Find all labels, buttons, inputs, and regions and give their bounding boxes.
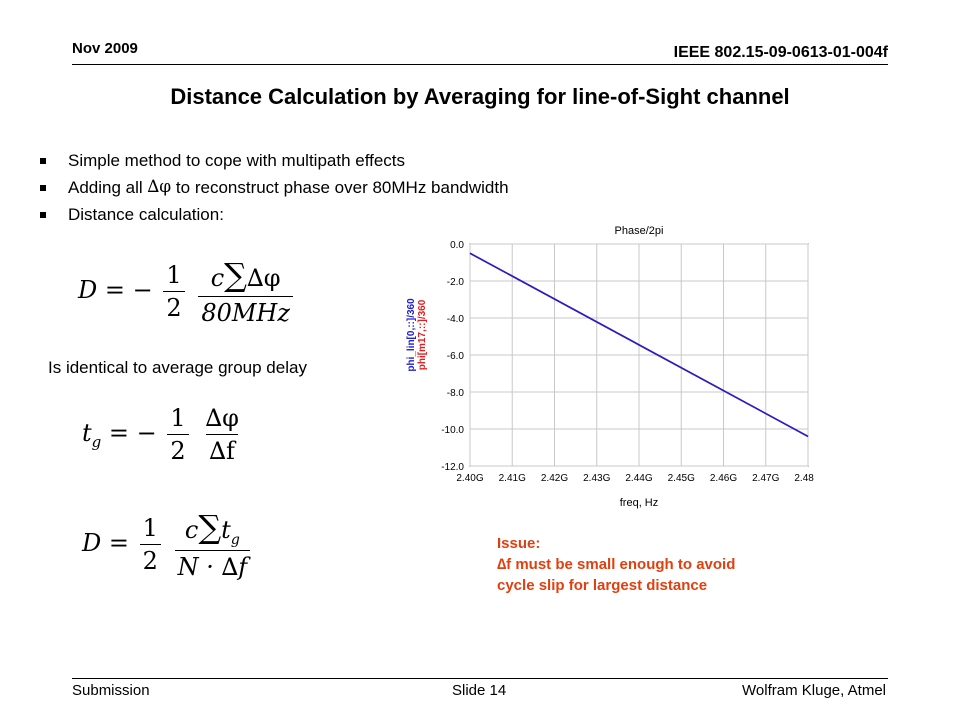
bullet-item: Simple method to cope with multipath eff… (40, 147, 509, 174)
footer-submission: Submission (72, 682, 150, 699)
header-rule (72, 64, 888, 65)
footer-slide-number: Slide 14 (452, 682, 507, 699)
eq-fraction: c∑tg N · ∆f (174, 508, 251, 581)
x-axis-label: freq, Hz (620, 497, 659, 509)
issue-callout: Issue: ∆f must be small enough to avoid … (497, 533, 735, 596)
y-tick-label: -4.0 (447, 314, 465, 325)
x-tick-label: 2.44G (625, 473, 652, 484)
header-document-id: IEEE 802.15-09-0613-01-004f (673, 44, 888, 61)
delta-phi-symbol: ∆φ (147, 177, 172, 197)
equation-group-delay: tg = − 1 2 ∆φ ∆f (82, 404, 245, 465)
y-axis-label: phi[m17,::]/360 (417, 299, 428, 370)
x-tick-label: 2.40G (456, 473, 483, 484)
eq-lhs: t (82, 419, 92, 447)
eq-equals: = (108, 528, 129, 557)
bullet-text: Distance calculation: (68, 205, 224, 224)
eq-equals: = − (108, 419, 157, 447)
y-tick-label: -10.0 (441, 425, 464, 436)
issue-heading: Issue: (497, 535, 541, 552)
chart-title: Phase/2pi (615, 225, 664, 237)
footer-author: Wolfram Kluge, Atmel (742, 682, 886, 699)
bullet-item: Distance calculation: (40, 201, 509, 228)
eq-fraction: c∑∆φ 80MHz (198, 256, 293, 327)
x-tick-label: 2.46G (710, 473, 737, 484)
eq-coefficient: 1 2 (139, 514, 161, 575)
issue-line: cycle slip for largest distance (497, 577, 708, 594)
eq-coefficient: 1 2 (167, 404, 189, 465)
bullet-item: Adding all ∆φ to reconstruct phase over … (40, 174, 509, 201)
y-tick-label: -8.0 (447, 388, 465, 399)
bullet-text: Adding all (68, 178, 143, 197)
footer-rule (72, 678, 888, 679)
bullet-text: to reconstruct phase over 80MHz bandwidt… (175, 178, 509, 197)
y-tick-label: -6.0 (447, 351, 465, 362)
x-tick-label: 2.48G (794, 473, 814, 484)
y-tick-label: -2.0 (447, 277, 465, 288)
y-axis-label: phi_lin[0,::]/360 (406, 298, 417, 372)
bullet-square-icon (40, 157, 46, 164)
issue-line: ∆f must be small enough to avoid (497, 556, 736, 573)
phase-chart: 0.0 -2.0 -4.0 -6.0 -8.0 -10.0 -12.02.40G 2.41G 2… (406, 225, 814, 509)
slide-title: Distance Calculation by Averaging for li… (170, 84, 790, 109)
x-tick-label: 2.41G (499, 473, 526, 484)
bullet-text: Simple method to cope with multipath eff… (68, 151, 406, 170)
bullet-list: Simple method to cope with multipath eff… (40, 147, 509, 228)
y-tick-label: -12.0 (441, 462, 464, 473)
eq-fraction: ∆φ ∆f (205, 404, 239, 465)
equation-distance-phase: D = − 1 2 c∑∆φ 80MHz (78, 256, 296, 327)
group-delay-note: Is identical to average group delay (48, 358, 307, 377)
bullet-square-icon (40, 184, 46, 191)
x-tick-label: 2.47G (752, 473, 779, 484)
x-tick-label: 2.42G (541, 473, 568, 484)
series-line (469, 252, 809, 438)
x-tick-label: 2.45G (668, 473, 695, 484)
header-date: Nov 2009 (72, 40, 138, 57)
equation-distance-delay: D = 1 2 c∑tg N · ∆f (82, 508, 253, 581)
bullet-square-icon (40, 211, 46, 218)
eq-lhs: D (82, 528, 102, 557)
eq-equals: = − (104, 276, 153, 304)
eq-lhs: D (78, 276, 98, 304)
eq-coefficient: 1 2 (163, 261, 185, 322)
y-tick-label: 0.0 (450, 240, 464, 251)
x-tick-label: 2.43G (583, 473, 610, 484)
